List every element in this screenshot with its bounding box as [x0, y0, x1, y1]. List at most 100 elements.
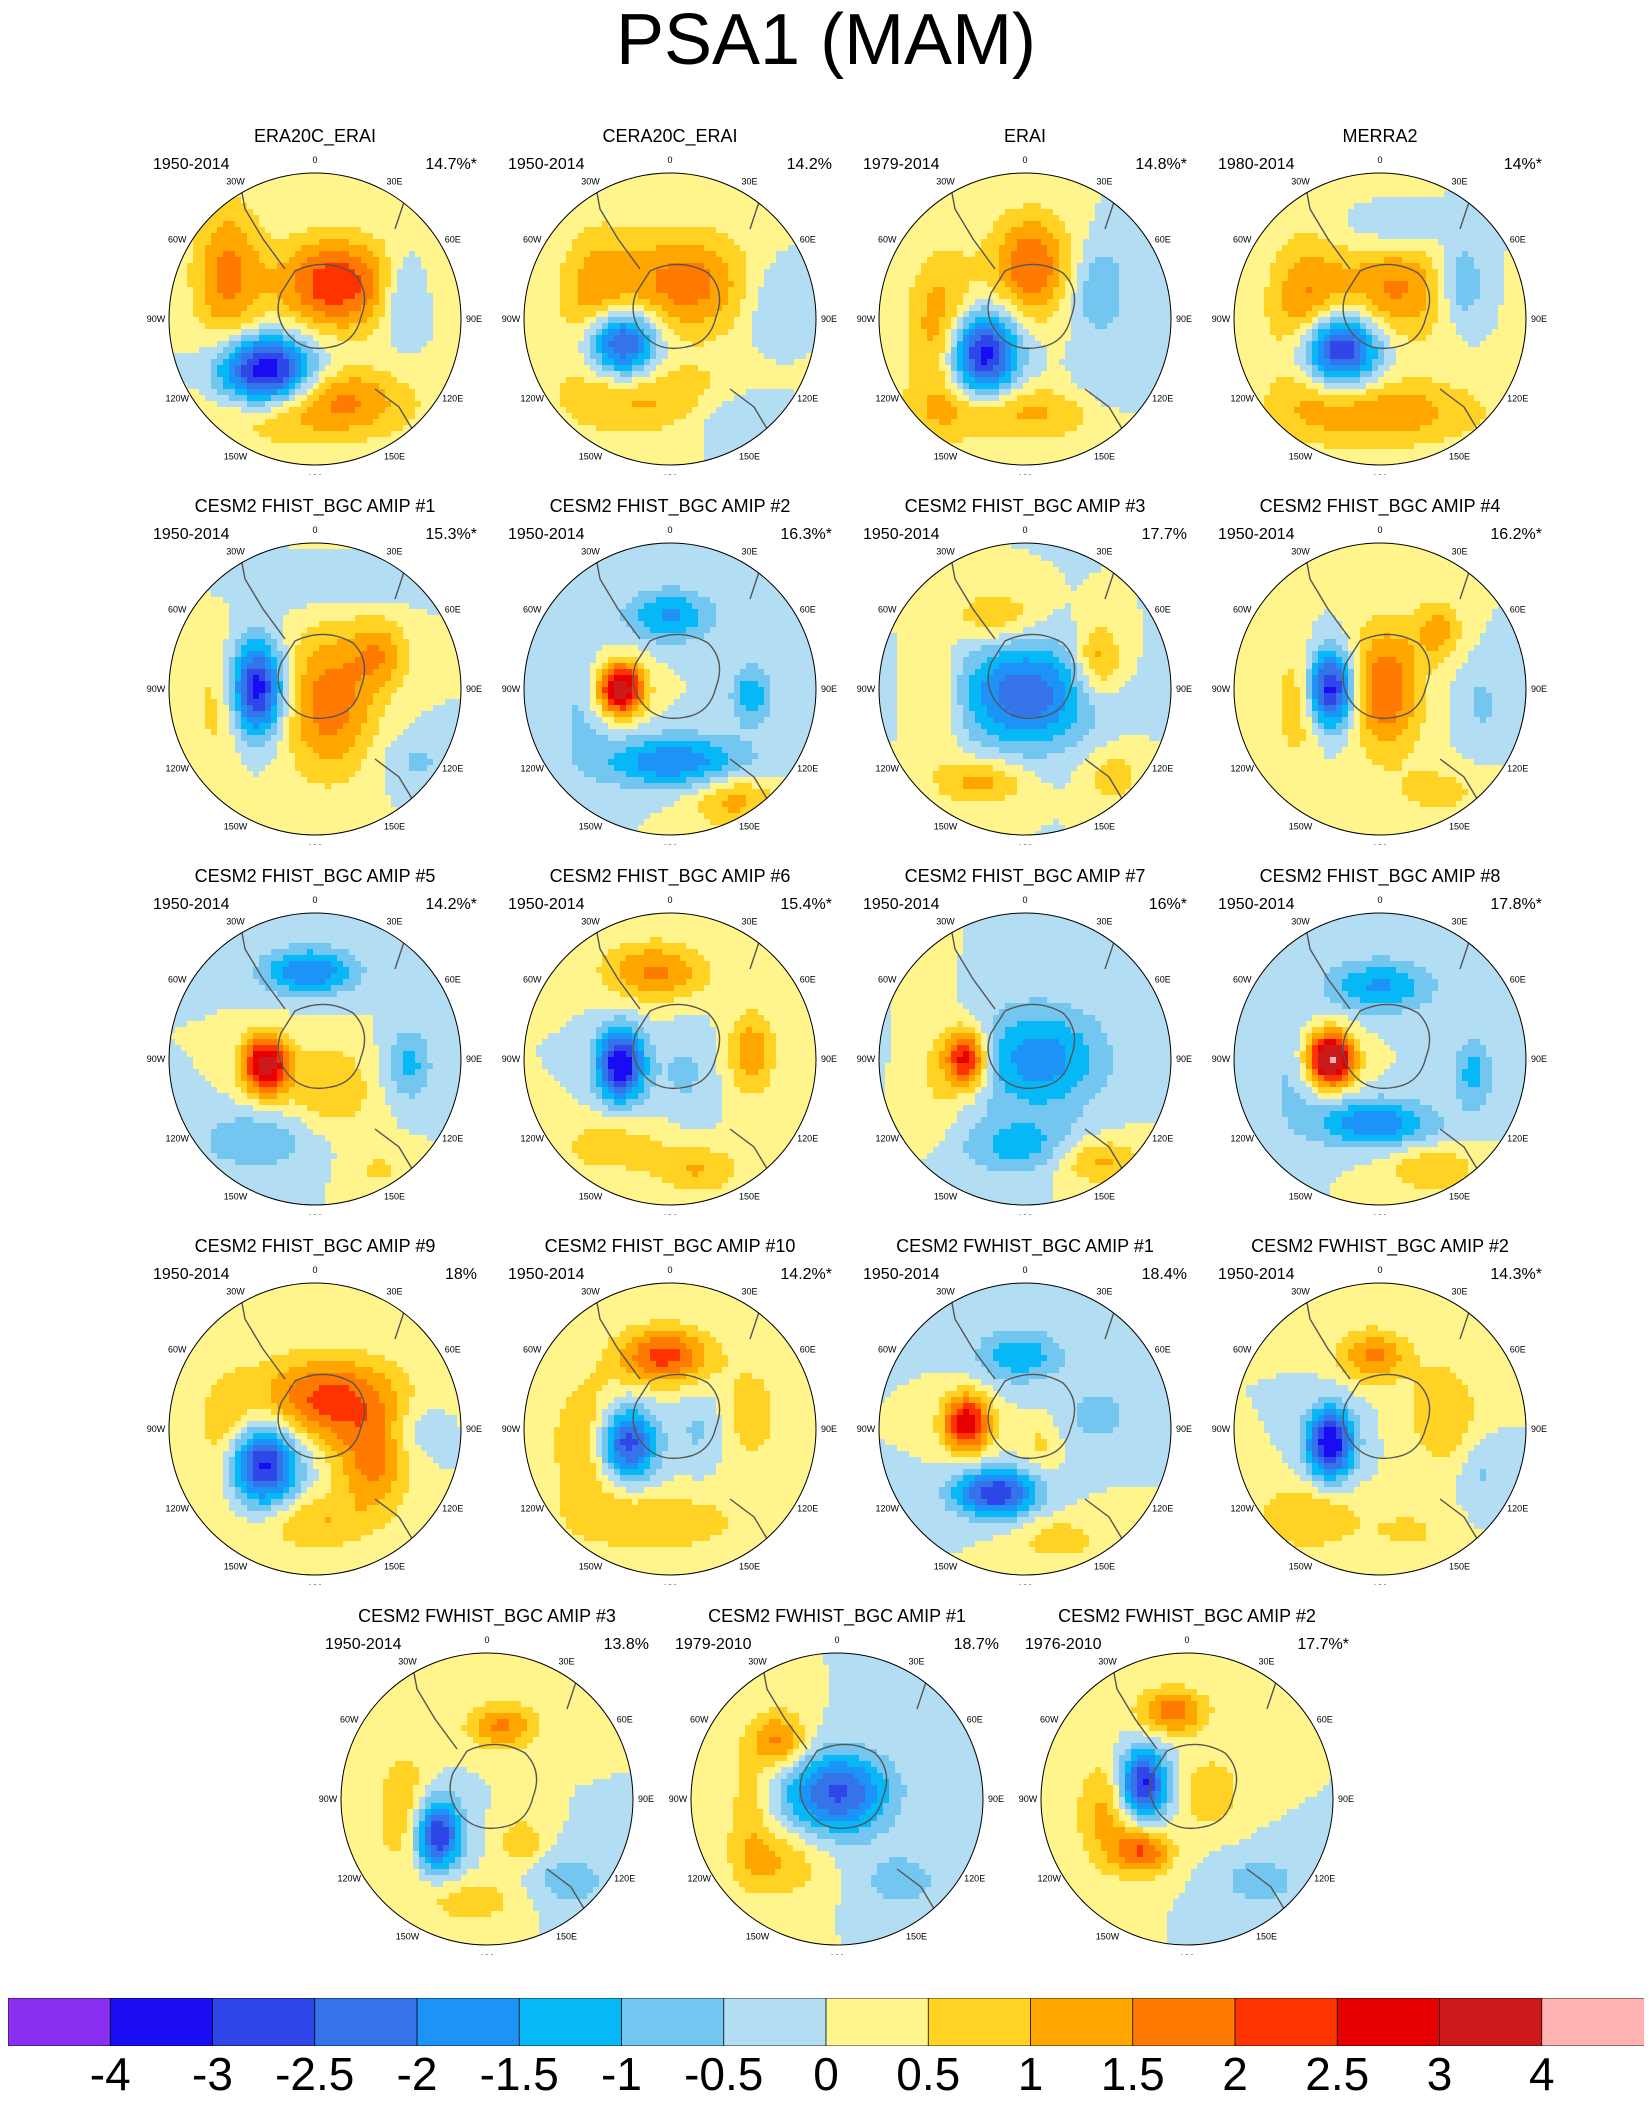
- longitude-label: 60W: [523, 975, 542, 985]
- longitude-label: 120W: [1038, 1874, 1062, 1884]
- longitude-label: 30W: [936, 1286, 955, 1296]
- coastline: [410, 1656, 598, 1918]
- map-border: [878, 912, 1172, 1206]
- map-panel: CESM2 FHIST_BGC AMIP #10 1950-2014 14.2%* 0…: [500, 1235, 840, 1585]
- polar-map: 0 30E 60E 90E 120E 150E 180 150W 120W 90W 60W 30W: [502, 895, 837, 1215]
- longitude-label: 0: [1377, 525, 1382, 535]
- contour-field: [879, 913, 1171, 1205]
- longitude-label: 150W: [224, 822, 248, 832]
- longitude-label: 120W: [876, 764, 900, 774]
- contour-field: [1234, 913, 1526, 1205]
- longitude-label: 150W: [1096, 1932, 1120, 1942]
- colorbar-swatch: [621, 1998, 725, 2046]
- coastline: [593, 916, 781, 1178]
- longitude-label: 150W: [579, 1192, 603, 1202]
- longitude-label: 120E: [797, 394, 818, 404]
- contour-field: [879, 1283, 1171, 1575]
- map-border: [878, 1282, 1172, 1576]
- map-panel: CESM2 FWHIST_BGC AMIP #2 1976-2010 17.7%* 0…: [1017, 1605, 1357, 1955]
- longitude-label: 150E: [384, 1562, 405, 1572]
- longitude-label: 30W: [226, 1286, 245, 1296]
- longitude-label: 30W: [936, 546, 955, 556]
- colorbar-swatch: [212, 1998, 316, 2046]
- colorbar-swatch: [416, 1998, 521, 2046]
- longitude-label: 30W: [581, 1286, 600, 1296]
- longitude-label: 90W: [147, 684, 166, 694]
- longitude-label: 60E: [1510, 975, 1526, 985]
- longitude-label: 150E: [739, 452, 760, 462]
- longitude-label: 0: [312, 895, 317, 905]
- coastline: [948, 546, 1136, 808]
- longitude-label: 60W: [523, 1345, 542, 1355]
- longitude-label: 60E: [1155, 235, 1171, 245]
- longitude-label: 180: [1372, 1213, 1387, 1215]
- longitude-label: 30E: [1451, 546, 1467, 556]
- longitude-label: 90E: [466, 684, 482, 694]
- panel-period: 1950-2014: [508, 155, 585, 175]
- panel-variance-pct: 16.3%*: [780, 525, 832, 545]
- polar-map: 0 30E 60E 90E 120E 150E 180 150W 120W 90W 60W 30W: [1212, 1265, 1547, 1585]
- polar-map: 0 30E 60E 90E 120E 150E 180 150W 120W 90W 60W 30W: [1212, 525, 1547, 845]
- longitude-label: 90W: [669, 1794, 688, 1804]
- coastline: [1110, 1656, 1298, 1918]
- colorbar-swatch: [1132, 1998, 1236, 2046]
- longitude-label: 90W: [147, 1054, 166, 1064]
- colorbar-tick-label: -1.5: [480, 2048, 559, 2100]
- coastline: [238, 176, 426, 438]
- longitude-label: 0: [1022, 525, 1027, 535]
- panel-title: CESM2 FWHIST_BGC AMIP #1: [667, 1605, 1007, 1627]
- coastline: [1303, 1286, 1491, 1548]
- longitude-label: 150W: [579, 822, 603, 832]
- panel-title: CESM2 FHIST_BGC AMIP #5: [145, 865, 485, 887]
- longitude-label: 90E: [821, 1054, 837, 1064]
- longitude-label: 30W: [936, 176, 955, 186]
- panel-title: CESM2 FWHIST_BGC AMIP #2: [1017, 1605, 1357, 1627]
- longitude-label: 30E: [741, 176, 757, 186]
- panel-period: 1950-2014: [863, 895, 940, 915]
- polar-map: 0 30E 60E 90E 120E 150E 180 150W 120W 90W 60W 30W: [147, 1265, 482, 1585]
- panel-variance-pct: 15.3%*: [425, 525, 477, 545]
- panel-period: 1950-2014: [1218, 895, 1295, 915]
- longitude-label: 120E: [1152, 764, 1173, 774]
- map-border: [523, 172, 817, 466]
- colorbar-tick-label: 3: [1427, 2048, 1453, 2100]
- longitude-label: 150W: [1289, 822, 1313, 832]
- polar-map: 0 30E 60E 90E 120E 150E 180 150W 120W 90W 60W 30W: [857, 155, 1192, 475]
- map-panel: ERA20C_ERAI 1950-2014 14.7%* 0 30E 60E 90E 120E…: [145, 125, 485, 475]
- colorbar-swatch: [1541, 1998, 1644, 2046]
- longitude-label: 60E: [445, 235, 461, 245]
- coastline: [238, 916, 426, 1178]
- longitude-label: 120W: [521, 764, 545, 774]
- longitude-label: 30E: [1096, 916, 1112, 926]
- longitude-label: 60E: [1155, 975, 1171, 985]
- longitude-label: 30E: [1451, 916, 1467, 926]
- panel-variance-pct: 16%*: [1149, 895, 1187, 915]
- panel-title: CESM2 FWHIST_BGC AMIP #3: [317, 1605, 657, 1627]
- longitude-label: 120W: [1231, 1504, 1255, 1514]
- colorbar-labels: -4 -3 -2.5 -2 -1.5 -1 -0.5 0 0.5 1 1.5 2 2.5 3 4: [0, 2048, 1652, 2101]
- longitude-label: 120W: [1231, 394, 1255, 404]
- contour-field: [169, 173, 461, 465]
- panel-variance-pct: 14%*: [1504, 155, 1542, 175]
- map-panel: CESM2 FHIST_BGC AMIP #6 1950-2014 15.4%* 0 3…: [500, 865, 840, 1215]
- colorbar-tick-label: 1.5: [1101, 2048, 1165, 2100]
- longitude-label: 0: [1022, 1265, 1027, 1275]
- panel-period: 1950-2014: [1218, 525, 1295, 545]
- longitude-label: 60W: [1233, 235, 1252, 245]
- longitude-label: 90W: [502, 314, 521, 324]
- longitude-label: 180: [662, 843, 677, 845]
- map-panel: CESM2 FHIST_BGC AMIP #3 1950-2014 17.7% 0 30…: [855, 495, 1195, 845]
- coastline: [593, 1286, 781, 1548]
- longitude-label: 90E: [466, 1054, 482, 1064]
- polar-map: 0 30E 60E 90E 120E 150E 180 150W 120W 90W 60W 30W: [147, 895, 482, 1215]
- colorbar-swatch: [1336, 1998, 1441, 2046]
- longitude-label: 90E: [988, 1794, 1004, 1804]
- panel-variance-pct: 18%: [445, 1265, 477, 1285]
- panel-period: 1950-2014: [153, 155, 230, 175]
- map-panel: CESM2 FHIST_BGC AMIP #4 1950-2014 16.2%* 0 3…: [1210, 495, 1550, 845]
- panel-title: CESM2 FHIST_BGC AMIP #10: [500, 1235, 840, 1257]
- longitude-label: 90E: [1531, 684, 1547, 694]
- longitude-label: 180: [307, 473, 322, 475]
- longitude-label: 120W: [338, 1874, 362, 1884]
- longitude-label: 120E: [1152, 394, 1173, 404]
